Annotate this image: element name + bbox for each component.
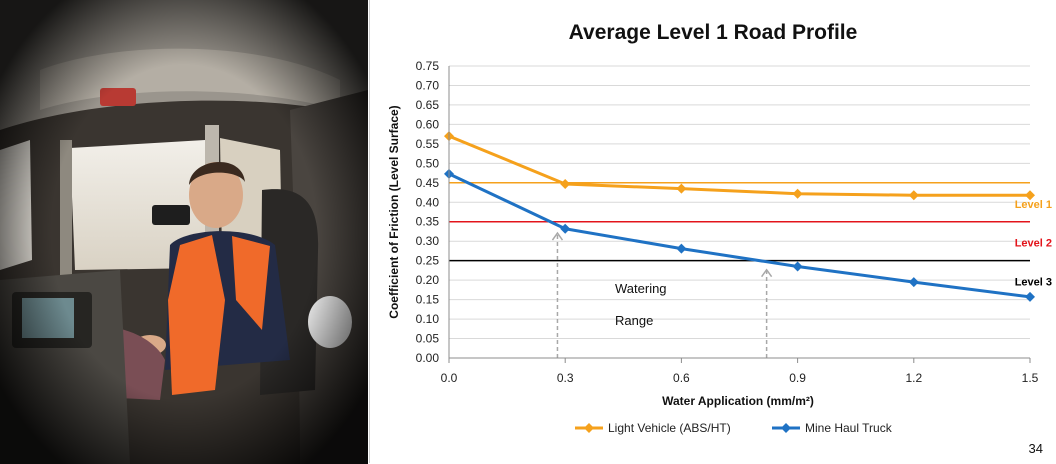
y-tick-label: 0.60	[416, 117, 440, 131]
data-point	[560, 178, 571, 189]
y-tick-label: 0.50	[416, 156, 440, 170]
x-tick-label: 0.3	[557, 371, 574, 385]
reference-line-label: Level 3	[1015, 277, 1052, 289]
x-tick-labels: 0.0 0.3 0.6 0.9 1.2 1.5	[441, 371, 1039, 385]
y-tick-label: 0.65	[416, 98, 440, 112]
chart-title: Average Level 1 Road Profile	[569, 21, 858, 44]
watering-range-label-line1: Watering	[615, 281, 667, 296]
data-point	[908, 190, 919, 201]
y-tick-label: 0.25	[416, 254, 440, 268]
legend-marker	[584, 423, 594, 433]
x-axis-label: Water Application (mm/m²)	[662, 394, 814, 408]
grid-lines	[449, 65, 1030, 340]
y-tick-label: 0.35	[416, 215, 440, 229]
watering-range-arrowhead	[761, 268, 773, 278]
legend-label: Light Vehicle (ABS/HT)	[608, 421, 731, 435]
y-tick-label: 0.00	[416, 351, 440, 365]
data-point	[560, 223, 571, 234]
y-tick-label: 0.15	[416, 293, 440, 307]
x-tick-label: 1.5	[1022, 371, 1039, 385]
watering-range-label-line2: Range	[615, 313, 653, 328]
reference-line-labels: Level 1 Level 2 Level 3	[1015, 199, 1052, 289]
reference-line-label: Level 2	[1015, 238, 1052, 250]
y-tick-label: 0.05	[416, 332, 440, 346]
y-tick-label: 0.40	[416, 195, 440, 209]
data-point	[1025, 291, 1035, 302]
series-line	[448, 172, 1031, 299]
axes	[448, 66, 1031, 363]
chart-panel: Average Level 1 Road Profile 0.00 0.05 0.1…	[369, 0, 1056, 463]
y-tick-labels: 0.00 0.05 0.10 0.15 0.20 0.25 0.30 0.35 0.40 0.45…	[416, 59, 440, 365]
operator-cab-photo	[0, 0, 368, 464]
y-tick-label: 0.10	[416, 312, 440, 326]
y-tick-label: 0.55	[416, 137, 440, 151]
series-line	[448, 134, 1030, 197]
data-point	[676, 243, 687, 254]
legend-label: Mine Haul Truck	[805, 421, 893, 435]
data-point	[676, 183, 687, 194]
watering-range-lines	[551, 231, 773, 358]
x-tick-label: 0.6	[673, 371, 690, 385]
x-tick-label: 1.2	[905, 371, 922, 385]
y-tick-label: 0.20	[416, 273, 440, 287]
x-tick-label: 0.9	[789, 371, 806, 385]
data-series	[444, 131, 1035, 302]
data-point	[908, 277, 919, 288]
data-point	[792, 261, 803, 272]
y-tick-label: 0.30	[416, 234, 440, 248]
y-tick-label: 0.45	[416, 176, 440, 190]
reference-line-label: Level 1	[1015, 199, 1052, 211]
cab-photo-illustration	[0, 0, 368, 464]
chart-legend: Light Vehicle (ABS/HT) Mine Haul Truck	[575, 421, 893, 435]
y-tick-label: 0.70	[416, 78, 440, 92]
page-number: 34	[1029, 441, 1043, 456]
reference-lines	[449, 182, 1030, 262]
data-point	[792, 188, 803, 199]
data-point	[1025, 190, 1035, 201]
x-tick-label: 0.0	[441, 371, 458, 385]
line-chart: Average Level 1 Road Profile 0.00 0.05 0.1…	[387, 21, 1052, 456]
legend-marker	[781, 423, 791, 433]
y-tick-label: 0.75	[416, 59, 440, 73]
y-axis-label: Coefficient of Friction (Level Surface)	[387, 105, 401, 318]
watering-range-arrowhead	[551, 231, 564, 241]
